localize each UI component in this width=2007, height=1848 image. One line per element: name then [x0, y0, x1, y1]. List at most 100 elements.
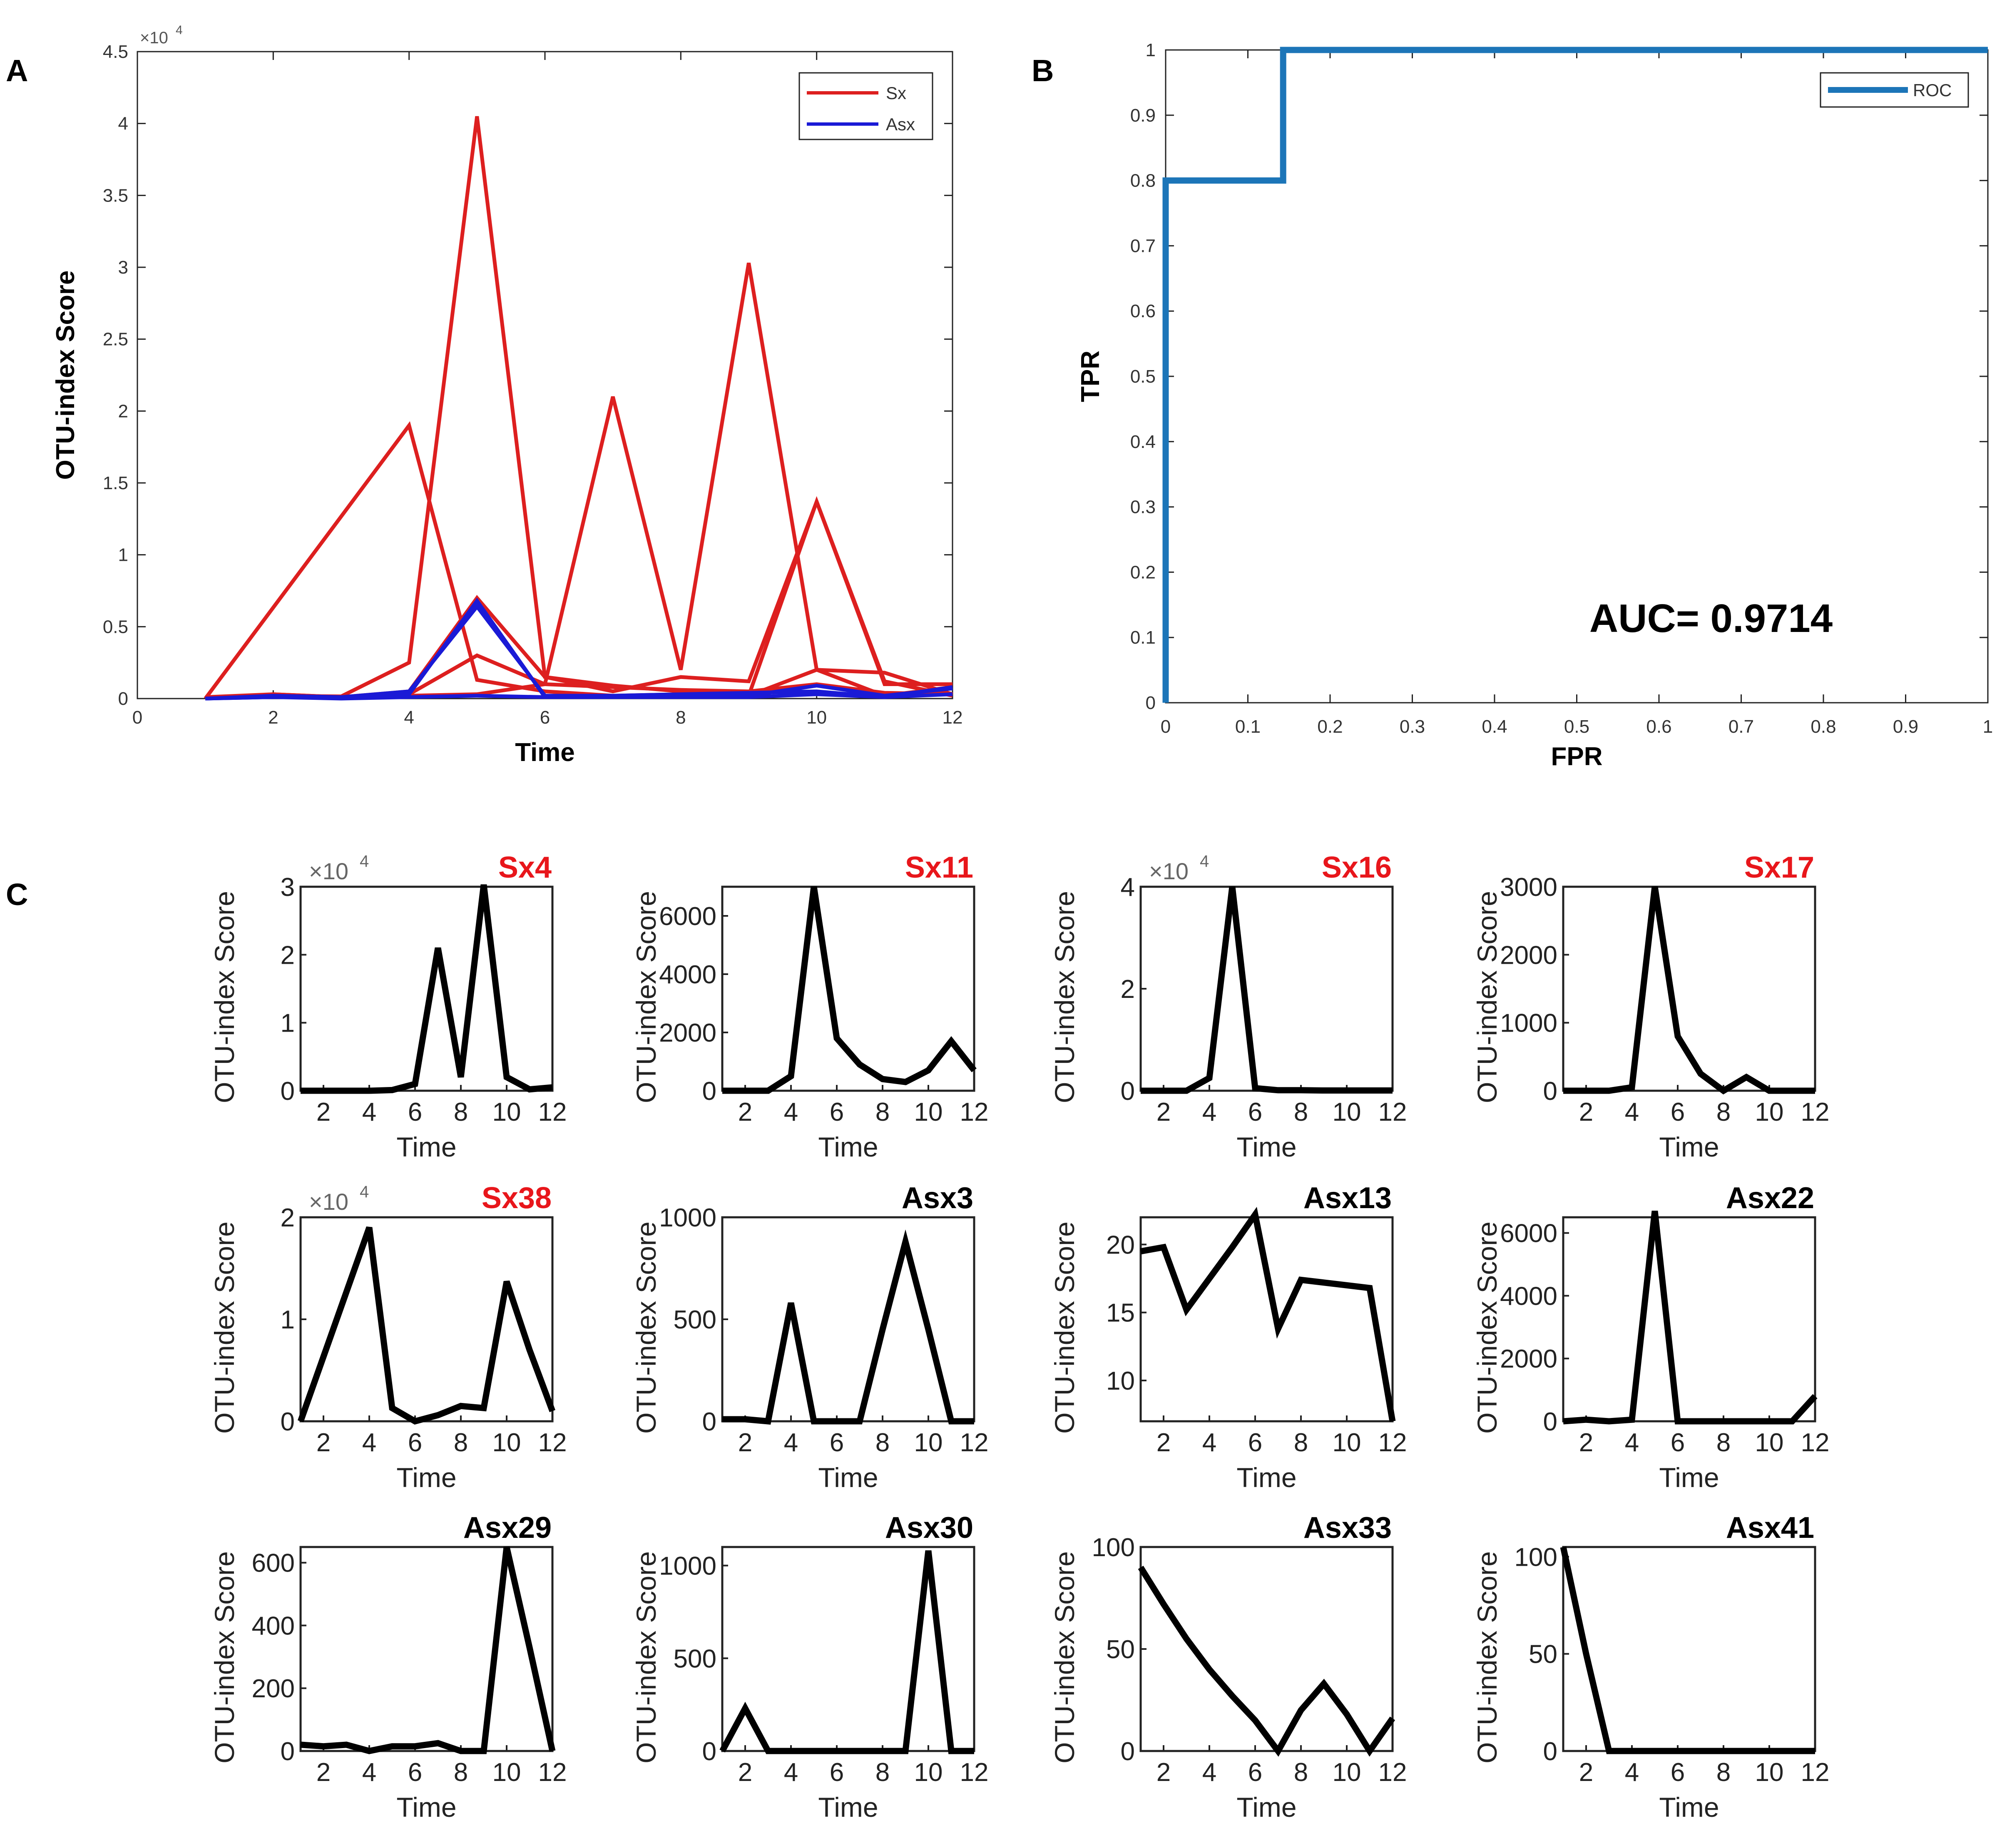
- subplot-series-line: [1138, 1566, 1395, 1757]
- subplot-x-tick-label: 6: [408, 1428, 422, 1457]
- subplot-y-tick-label: 0: [281, 1408, 295, 1436]
- subplot-frame: [1139, 1216, 1394, 1423]
- subplot-y-tick-label: 3000: [1500, 873, 1557, 902]
- subplot-y-tick-label: 50: [1529, 1640, 1557, 1669]
- panel-a-y-tick-label: 2.5: [103, 329, 128, 350]
- subplot-series-line: [1563, 886, 1815, 1094]
- subplot-series-line: [722, 886, 977, 1094]
- subplot-x-tick-label: 10: [492, 1098, 521, 1127]
- subplot-y-tick-label: 0: [702, 1737, 716, 1766]
- subplot-x-axis-title: Time: [1236, 1792, 1296, 1823]
- subplot-x-tick-label: 8: [454, 1758, 468, 1787]
- subplot-exponent-base: ×10: [1149, 858, 1189, 884]
- subplot-y-tick-label: 600: [252, 1549, 295, 1578]
- panel-a-x-tick-label: 10: [806, 707, 827, 728]
- subplot-frame: [299, 1216, 554, 1423]
- subplot-y-tick-label: 3: [281, 873, 295, 902]
- subplot-frame: [721, 1216, 975, 1423]
- subplot-x-tick-label: 6: [1671, 1758, 1685, 1787]
- subplot-x-axis-title: Time: [1236, 1132, 1296, 1162]
- subplot-title: Sx16: [1322, 851, 1392, 884]
- subplot-x-tick-label: 10: [1755, 1428, 1784, 1457]
- panel-b-y-tick-label: 0.5: [1130, 366, 1156, 387]
- panel-a-series-line-asx: [205, 692, 953, 701]
- panel-b-x-tick-label: 0.9: [1893, 716, 1918, 737]
- subplot-series-line: [719, 1550, 974, 1754]
- subplot-sx17: 2 4 6 8 10 12 0 1000 2000 3000 Sx17 Time OTU-index S…: [1472, 851, 1829, 1162]
- subplot-title: Asx30: [885, 1511, 973, 1545]
- panel-b-x-tick-label: 0.1: [1235, 716, 1261, 737]
- subplot-asx41: 2 4 6 8 10 12 0 50 100 Asx41 Time OTU-index Score: [1472, 1511, 1829, 1823]
- subplot-y-tick-label: 50: [1106, 1635, 1135, 1664]
- panel-a-y-tick-label: 3.5: [103, 185, 128, 206]
- subplot-x-tick-label: 8: [1716, 1428, 1731, 1457]
- subplot-y-tick-label: 100: [1515, 1543, 1557, 1572]
- subplot-series-line: [301, 884, 553, 1094]
- subplot-x-tick-label: 8: [875, 1098, 890, 1127]
- subplot-asx3: 2 4 6 8 10 12 0 500 1000 Asx3 Time OTU-index Score: [631, 1181, 988, 1493]
- subplot-exponent-power: 4: [360, 1183, 369, 1201]
- panel-a-chart: 0 2 4 6 8 10 12 0 0.5 1 1.5 2 2.5 3 3.5 4 4.5 ×10 4 Time OTU…: [51, 23, 962, 767]
- panel-a-x-tick-label: 12: [943, 707, 963, 728]
- panel-b-x-tick-label: 1: [1983, 716, 1993, 737]
- subplot-x-axis-title: Time: [818, 1132, 878, 1162]
- subplot-y-tick-label: 2: [281, 941, 295, 970]
- subplot-y-tick-label: 2: [281, 1204, 295, 1232]
- subplot-y-tick-label: 20: [1106, 1231, 1135, 1259]
- panel-a-x-tick-label: 6: [540, 707, 550, 728]
- subplot-x-tick-label: 2: [1579, 1098, 1593, 1127]
- subplot-x-tick-label: 12: [960, 1428, 989, 1457]
- subplot-x-tick-label: 12: [960, 1758, 989, 1787]
- subplot-asx13: 2 4 6 8 10 12 10 15 20 Asx13 Time OTU-index Score: [1049, 1181, 1407, 1493]
- panel-b-y-tick-label: 0.8: [1130, 171, 1156, 191]
- subplot-title: Asx13: [1303, 1181, 1392, 1215]
- panel-b-y-tick-label: 0.4: [1130, 432, 1156, 452]
- subplot-x-tick-label: 8: [454, 1428, 468, 1457]
- panel-b-y-tick-label: 0.1: [1130, 627, 1156, 648]
- panel-b-y-axis-title: TPR: [1076, 351, 1105, 402]
- subplot-frame: [299, 1546, 554, 1752]
- subplot-y-tick-label: 15: [1106, 1299, 1135, 1328]
- subplot-x-tick-label: 6: [830, 1758, 844, 1787]
- panel-b-auc-annotation: AUC= 0.9714: [1589, 596, 1833, 641]
- subplot-y-tick-label: 4000: [659, 960, 716, 989]
- subplot-x-tick-label: 2: [316, 1098, 331, 1127]
- subplot-y-tick-label: 6000: [659, 902, 716, 931]
- subplot-series-line: [1140, 1206, 1396, 1422]
- subplot-x-tick-label: 4: [1202, 1098, 1216, 1127]
- subplot-y-axis-title: OTU-index Score: [1049, 1221, 1080, 1434]
- panel-b-y-tick-label: 0.6: [1130, 301, 1156, 321]
- panel-b-y-tick-label: 1: [1146, 40, 1156, 60]
- panel-a-x-tick-label: 2: [268, 707, 278, 728]
- panel-b-y-tick-label: 0.3: [1130, 497, 1156, 517]
- subplot-x-tick-label: 8: [875, 1758, 890, 1787]
- subplot-y-axis-title: OTU-index Score: [631, 891, 662, 1103]
- panel-b-x-tick-label: 0.8: [1811, 716, 1836, 737]
- panel-a-x-tick-label: 4: [404, 707, 414, 728]
- panel-b-x-tick-label: 0.7: [1728, 716, 1754, 737]
- panel-b-x-axis-title: FPR: [1551, 742, 1603, 771]
- subplot-x-tick-label: 8: [1716, 1758, 1731, 1787]
- panel-b-plot-frame: [1165, 49, 1989, 704]
- subplot-x-tick-label: 2: [1579, 1758, 1593, 1787]
- subplot-y-tick-label: 4: [1121, 873, 1135, 902]
- subplot-x-tick-label: 8: [1716, 1098, 1731, 1127]
- subplot-x-tick-label: 2: [1156, 1098, 1171, 1127]
- subplot-x-axis-title: Time: [1659, 1462, 1719, 1493]
- subplot-title: Asx22: [1726, 1181, 1814, 1215]
- subplot-x-tick-label: 6: [1671, 1098, 1685, 1127]
- subplot-title: Sx38: [482, 1181, 552, 1215]
- subplot-title: Sx11: [905, 851, 973, 884]
- subplot-y-tick-label: 100: [1092, 1533, 1135, 1562]
- panel-a-y-tick-label: 3: [118, 257, 128, 278]
- subplot-y-tick-label: 0: [281, 1077, 295, 1106]
- subplot-x-tick-label: 2: [738, 1428, 752, 1457]
- subplot-y-tick-label: 0: [1543, 1408, 1557, 1436]
- subplot-exponent-power: 4: [360, 852, 369, 871]
- subplot-x-tick-label: 12: [1801, 1758, 1830, 1787]
- subplot-x-tick-label: 2: [738, 1758, 752, 1787]
- subplot-asx33: 2 4 6 8 10 12 0 50 100 Asx33 Time OTU-index Score: [1049, 1511, 1407, 1823]
- subplot-x-tick-label: 10: [1755, 1758, 1784, 1787]
